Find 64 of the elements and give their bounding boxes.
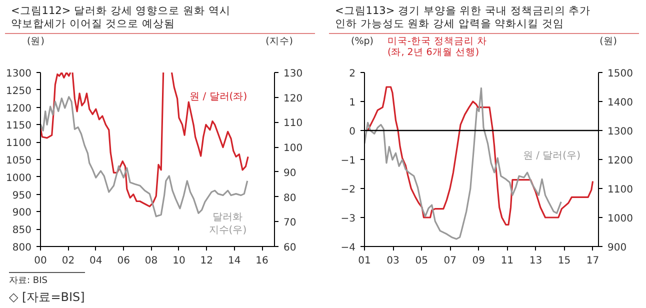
y-tick-label: 1200: [6, 103, 32, 114]
y-tick-label: 1250: [6, 86, 32, 97]
y2-axis-title: (원): [600, 36, 617, 49]
y-tick-label: 1050: [6, 156, 32, 166]
y2-tick-label: 1500: [608, 68, 633, 80]
y2-tick-label: 130: [284, 68, 303, 80]
y2-tick-label: 110: [284, 118, 303, 130]
x-tick-label: 01: [358, 256, 371, 266]
series-label: 원 / 달러(좌): [190, 91, 248, 102]
chart-title: <그림113> 경기 부양을 위한 국내 정책금리의 추가 인하 가능성도 원화 강세 압력을 약화시킬 것임: [329, 5, 639, 34]
x-tick-label: 00: [34, 256, 47, 266]
text: 미국-한국 정책금리 차 (좌, 2년 6개월 선행): [387, 36, 487, 58]
y-tick-label: 950: [12, 190, 32, 202]
y-tick-label: −3: [340, 214, 356, 224]
y2-tick-label: 120: [284, 93, 303, 104]
text: ◇ [자료=BIS]: [9, 288, 85, 306]
y-tick-label: −1: [340, 156, 356, 166]
x-tick-label: 04: [90, 256, 102, 266]
text: 자료: BIS: [9, 272, 85, 288]
y-tick-label: 850: [12, 225, 32, 236]
chart-title: <그림112> 달러화 강세 영향으로 원화 역시 약보합세가 이어질 것으로 예상됨: [5, 5, 315, 34]
y-axis-title: (%p): [351, 36, 374, 49]
y2-tick-label: 1200: [608, 156, 633, 166]
series-label: 달러화 지수(우): [208, 212, 247, 236]
y-tick-label: 1: [349, 98, 356, 108]
y-tick-label: 1000: [6, 172, 32, 184]
y-tick-label: 1100: [6, 138, 32, 150]
y2-tick-label: 90: [284, 168, 296, 179]
x-tick-label: 17: [586, 256, 600, 266]
y2-tick-label: 60: [284, 242, 296, 254]
y2-tick-label: 100: [284, 143, 303, 154]
x-tick-label: 09: [472, 256, 486, 266]
y-tick-label: 1150: [6, 120, 32, 132]
y2-tick-label: 900: [608, 242, 627, 254]
y2-tick-label: 70: [284, 218, 296, 229]
y-tick-label: 0: [349, 126, 356, 138]
y-tick-label: −4: [340, 242, 356, 254]
y-tick-label: 2: [349, 68, 356, 80]
x-tick-label: 05: [415, 256, 428, 266]
x-tick-label: 16: [256, 256, 268, 266]
x-tick-label: 10: [172, 256, 186, 266]
y2-tick-label: 1100: [608, 184, 633, 196]
series-label: 원 / 달러(우): [522, 150, 581, 162]
x-tick-label: 06: [117, 256, 130, 266]
x-tick-label: 15: [558, 256, 571, 266]
x-tick-label: 13: [529, 256, 542, 266]
y-tick-label: 1300: [6, 68, 32, 80]
y-axis-title: (원): [27, 36, 44, 49]
y2-tick-label: 1400: [608, 98, 633, 108]
y2-tick-label: 1300: [608, 126, 633, 138]
x-tick-label: 02: [62, 256, 75, 266]
x-tick-label: 07: [444, 256, 456, 266]
x-tick-label: 08: [144, 256, 158, 266]
x-tick-label: 11: [500, 256, 514, 266]
x-tick-label: 12: [200, 256, 214, 266]
x-tick-label: 03: [386, 256, 400, 266]
x-tick-label: 14: [228, 256, 241, 266]
y2-axis-title: (지수): [266, 36, 293, 49]
line-series: [366, 86, 594, 226]
y2-tick-label: 80: [284, 192, 296, 204]
y-tick-label: 800: [12, 242, 32, 254]
y2-tick-label: 1000: [608, 214, 633, 224]
y-tick-label: −2: [340, 184, 356, 196]
y-tick-label: 900: [12, 208, 32, 219]
